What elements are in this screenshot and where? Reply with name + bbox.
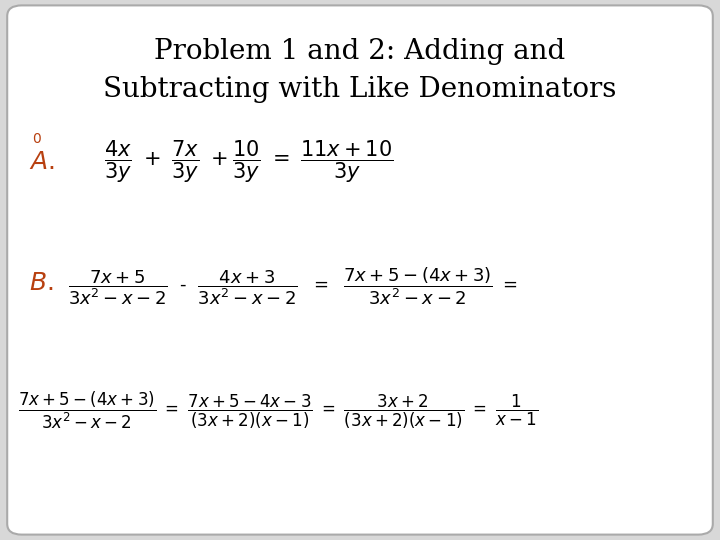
Text: Problem 1 and 2: Adding and: Problem 1 and 2: Adding and — [154, 38, 566, 65]
Text: Subtracting with Like Denominators: Subtracting with Like Denominators — [103, 76, 617, 103]
Text: $B.$: $B.$ — [29, 272, 53, 295]
Text: $\dfrac{7x+5}{3x^2-x-2}\ \ \text{-}\ \ \dfrac{4x+3}{3x^2-x-2}\ \ =\ \ \dfrac{7x+: $\dfrac{7x+5}{3x^2-x-2}\ \ \text{-}\ \ \… — [68, 265, 518, 307]
Text: $\dfrac{7x+5-(4x+3)}{3x^2-x-2}\ =\ \dfrac{7x+5-4x-3}{(3x+2)(x-1)}\ =\ \dfrac{3x+: $\dfrac{7x+5-(4x+3)}{3x^2-x-2}\ =\ \dfra… — [18, 390, 539, 431]
Text: $0$: $0$ — [32, 132, 42, 146]
Text: $A.$: $A.$ — [29, 150, 55, 174]
Text: $\dfrac{4x}{3y}\ +\ \dfrac{7x}{3y}\ +\dfrac{10}{3y}\ =\ \dfrac{11x+10}{3y}$: $\dfrac{4x}{3y}\ +\ \dfrac{7x}{3y}\ +\df… — [104, 139, 394, 185]
